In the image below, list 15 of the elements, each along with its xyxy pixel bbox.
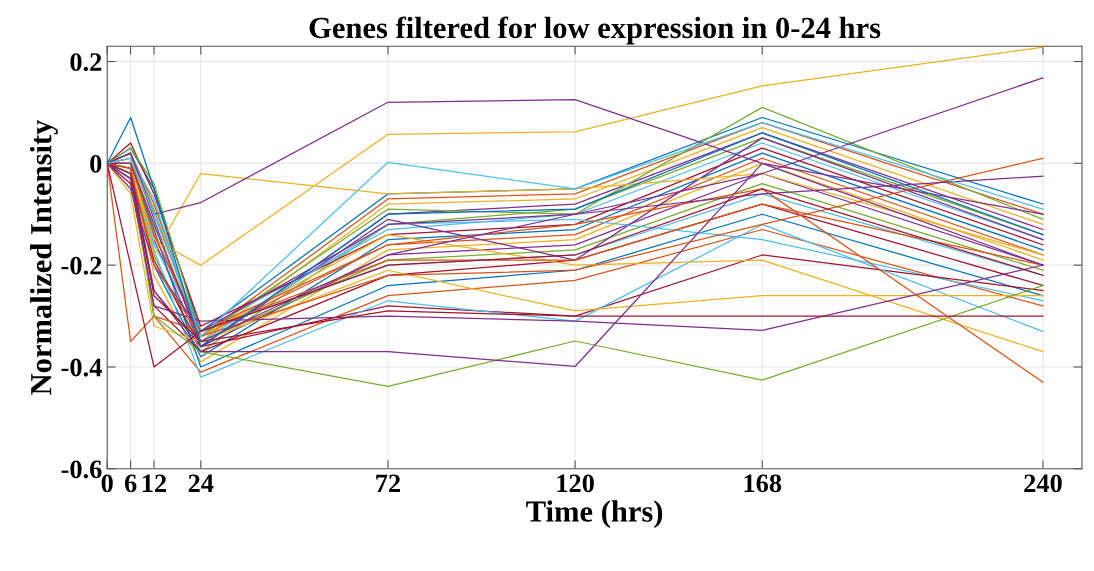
x-tick-label: 24 — [188, 474, 214, 492]
x-tick-label: 12 — [142, 474, 167, 492]
y-tick-label: 0.2 — [70, 53, 102, 72]
y-tick-label: -0.6 — [61, 460, 102, 479]
x-tick-label: 240 — [1024, 474, 1062, 493]
y-tick-label: -0.4 — [61, 358, 102, 377]
y-tick-label: -0.2 — [61, 256, 102, 275]
x-tick-label: 72 — [376, 474, 400, 492]
x-tick-label: 168 — [744, 474, 782, 493]
chart-title: Genes filtered for low expression in 0-24 hrs — [309, 16, 881, 45]
y-tick-label: 0 — [90, 154, 102, 173]
x-axis-title: Time (hrs) — [526, 500, 663, 529]
y-axis-title: Normalized Intensity — [30, 119, 58, 395]
x-tick-label: 6 — [124, 474, 137, 493]
x-tick-label: 120 — [557, 474, 594, 493]
